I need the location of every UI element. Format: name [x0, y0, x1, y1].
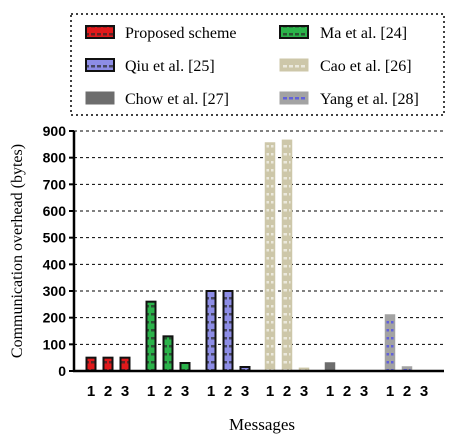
x-tick-label: 2 — [224, 383, 232, 400]
y-tick-label: 500 — [43, 230, 67, 246]
legend-label: Ma et al. [24] — [320, 25, 407, 42]
bar-pattern — [207, 292, 215, 370]
bar-pattern — [164, 337, 172, 370]
bars — [85, 139, 413, 373]
x-tick-label: 1 — [147, 383, 155, 400]
x-tick-label: 3 — [300, 383, 308, 400]
y-tick-label: 100 — [43, 336, 67, 352]
legend-label: Chow et al. [27] — [125, 91, 229, 108]
legend: Proposed scheme Ma et al. [24] Qiu et al. … — [70, 13, 445, 116]
x-tick-label: 3 — [420, 383, 428, 400]
bar-pattern — [403, 368, 411, 370]
bar-pattern — [121, 358, 129, 370]
x-tick-label: 1 — [326, 383, 334, 400]
legend-label: Proposed scheme — [125, 25, 237, 42]
bar-pattern — [300, 369, 308, 370]
legend-frame — [70, 13, 445, 116]
bar-pattern — [224, 292, 232, 370]
legend-swatch-pattern — [281, 27, 307, 37]
y-tick-label: 700 — [43, 176, 67, 192]
legend-swatch — [85, 91, 115, 105]
y-tick-label: 600 — [43, 203, 67, 219]
y-tick-label: 0 — [58, 363, 66, 379]
y-tick-label: 800 — [43, 150, 67, 166]
bar-pattern — [87, 358, 95, 370]
legend-swatch-pattern — [281, 93, 307, 103]
x-tick-label: 2 — [104, 383, 112, 400]
legend-swatch-pattern — [281, 60, 307, 70]
x-tick-label: 2 — [343, 383, 351, 400]
legend-label: Cao et al. [26] — [320, 58, 412, 75]
y-tick-label: 200 — [43, 310, 67, 326]
y-axis-label: Communication overhead (bytes) — [9, 144, 26, 358]
legend-swatch-pattern — [87, 60, 113, 70]
x-axis-label: Messages — [229, 415, 295, 434]
legend-label: Yang et al. [28] — [320, 91, 419, 108]
grid — [69, 130, 444, 372]
bar-pattern — [147, 302, 155, 370]
x-tick-label: 1 — [87, 383, 95, 400]
bar-pattern — [181, 364, 189, 370]
x-tick-label: 3 — [121, 383, 129, 400]
x-tick-label: 3 — [241, 383, 249, 400]
y-tick-label: 900 — [43, 123, 67, 139]
x-tick-label: 1 — [207, 383, 215, 400]
axes — [72, 131, 444, 373]
bar-pattern — [266, 144, 274, 370]
y-tick-label: 400 — [43, 256, 67, 272]
legend-swatch-pattern — [87, 27, 113, 37]
x-tick-label: 3 — [360, 383, 368, 400]
x-tick-label: 3 — [181, 383, 189, 400]
y-tick-labels: 0 100 200 300 400 500 600 700 800 900 — [43, 123, 67, 379]
x-tick-label: 2 — [283, 383, 291, 400]
x-tick-label: 2 — [164, 383, 172, 400]
legend-label: Qiu et al. [25] — [125, 58, 215, 75]
y-tick-label: 300 — [43, 283, 67, 299]
bar-pattern — [241, 368, 249, 370]
x-tick-label: 1 — [386, 383, 394, 400]
x-tick-label: 2 — [403, 383, 411, 400]
bar-pattern — [104, 358, 112, 370]
bar-pattern — [386, 316, 394, 370]
bar-pattern — [283, 141, 291, 370]
x-tick-label: 1 — [266, 383, 274, 400]
